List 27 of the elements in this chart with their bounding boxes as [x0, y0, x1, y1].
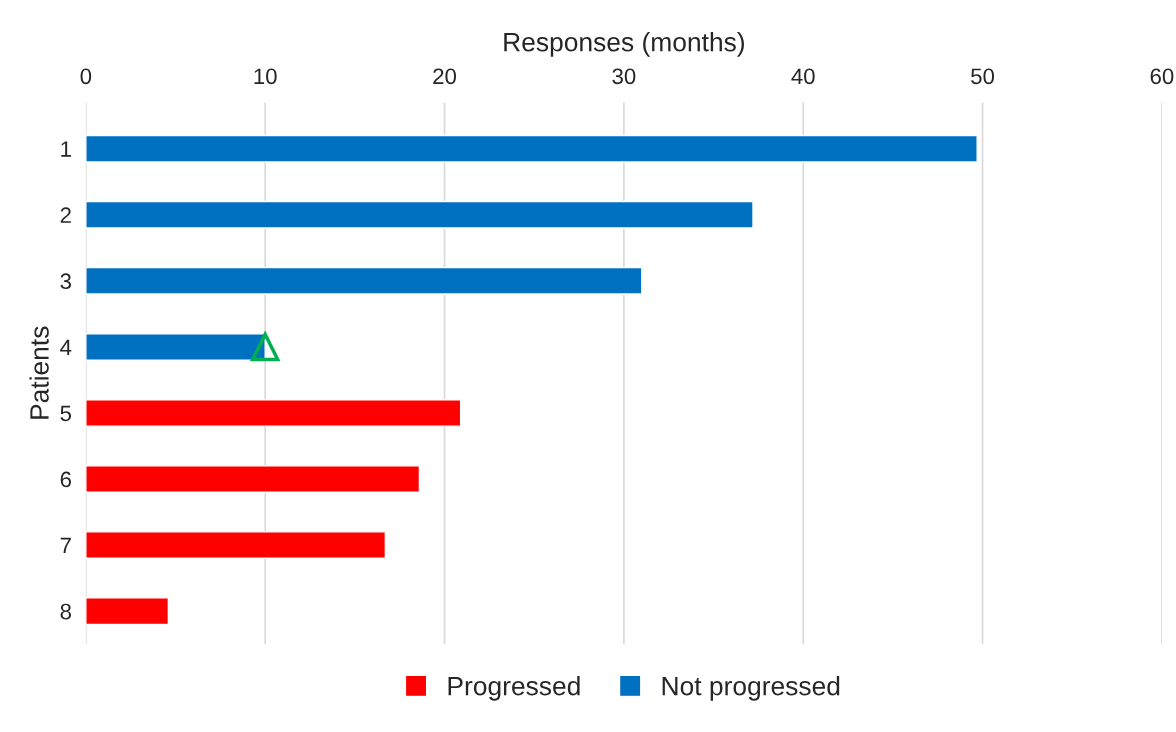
bar — [85, 399, 462, 427]
x-tick-label: 30 — [612, 68, 636, 85]
y-tick-label: 2 — [60, 207, 71, 223]
x-axis-title: Responses (months) — [504, 32, 744, 57]
bar — [85, 531, 387, 559]
bar — [85, 266, 643, 295]
x-tick-label: 10 — [254, 68, 277, 85]
y-axis-title: Patients — [29, 326, 49, 419]
bar — [85, 134, 978, 163]
y-tick-label: 7 — [60, 537, 71, 554]
y-tick-label: 6 — [60, 471, 71, 488]
bar — [85, 465, 421, 493]
legend-label: Not progressed — [662, 676, 840, 701]
x-tick-label: 0 — [80, 68, 92, 85]
y-tick-label: 3 — [60, 273, 71, 290]
y-tick-label: 8 — [60, 603, 71, 620]
x-tick-label: 50 — [971, 68, 995, 85]
y-tick-label: 5 — [60, 405, 72, 422]
legend-label: Progressed — [448, 676, 580, 701]
x-tick-label: 40 — [791, 68, 815, 85]
y-tick-label: 1 — [61, 141, 71, 157]
bar — [85, 332, 266, 361]
y-tick-label: 4 — [60, 339, 72, 355]
x-tick-label: 60 — [1150, 68, 1174, 85]
bar — [85, 200, 754, 229]
bar — [85, 597, 170, 626]
x-tick-label: 20 — [433, 68, 457, 85]
